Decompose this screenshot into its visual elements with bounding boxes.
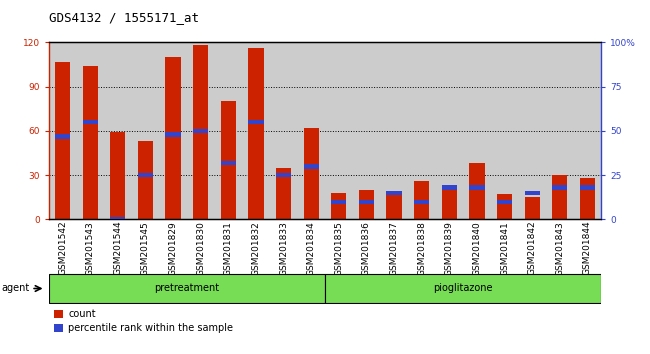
- Bar: [104, 42, 131, 219]
- Bar: [111, 132, 125, 219]
- Bar: [580, 185, 595, 190]
- Bar: [248, 48, 263, 219]
- Bar: [497, 194, 512, 219]
- Bar: [497, 200, 512, 204]
- Bar: [111, 217, 125, 222]
- Bar: [55, 134, 70, 138]
- Bar: [193, 45, 208, 219]
- Bar: [270, 42, 298, 219]
- Bar: [408, 42, 436, 219]
- Bar: [332, 193, 346, 219]
- Bar: [159, 42, 187, 219]
- Bar: [298, 42, 325, 219]
- Bar: [276, 168, 291, 219]
- Bar: [380, 42, 408, 219]
- Bar: [463, 42, 491, 219]
- Bar: [387, 191, 402, 195]
- Bar: [221, 161, 236, 165]
- Bar: [519, 42, 546, 219]
- Bar: [166, 132, 181, 137]
- Text: agent: agent: [1, 283, 29, 293]
- Text: pretreatment: pretreatment: [154, 283, 220, 293]
- Bar: [352, 42, 380, 219]
- Bar: [546, 42, 573, 219]
- Bar: [83, 120, 98, 124]
- Bar: [436, 42, 463, 219]
- Bar: [573, 42, 601, 219]
- Bar: [580, 178, 595, 219]
- Bar: [325, 42, 352, 219]
- Bar: [49, 274, 325, 303]
- Bar: [442, 187, 457, 219]
- Bar: [214, 42, 242, 219]
- Text: GDS4132 / 1555171_at: GDS4132 / 1555171_at: [49, 11, 199, 24]
- Bar: [49, 42, 77, 219]
- Bar: [359, 200, 374, 204]
- Bar: [469, 185, 484, 190]
- Legend: count, percentile rank within the sample: count, percentile rank within the sample: [53, 309, 233, 333]
- Bar: [77, 42, 104, 219]
- Bar: [138, 173, 153, 177]
- Bar: [166, 57, 181, 219]
- Bar: [187, 42, 214, 219]
- Bar: [469, 164, 484, 219]
- Bar: [414, 181, 429, 219]
- Bar: [131, 42, 159, 219]
- Bar: [552, 175, 567, 219]
- Bar: [83, 66, 98, 219]
- Bar: [332, 200, 346, 204]
- Bar: [525, 191, 540, 195]
- Bar: [325, 274, 601, 303]
- Bar: [242, 42, 270, 219]
- Bar: [525, 198, 540, 219]
- Bar: [221, 102, 236, 219]
- Text: pioglitazone: pioglitazone: [434, 283, 493, 293]
- Bar: [414, 200, 429, 204]
- Bar: [55, 62, 70, 219]
- Bar: [359, 190, 374, 219]
- Bar: [193, 129, 208, 133]
- Bar: [491, 42, 519, 219]
- Bar: [304, 128, 318, 219]
- Bar: [387, 194, 402, 219]
- Bar: [138, 141, 153, 219]
- Bar: [276, 173, 291, 177]
- Bar: [552, 185, 567, 190]
- Bar: [304, 164, 318, 169]
- Bar: [248, 120, 263, 124]
- Bar: [442, 185, 457, 190]
